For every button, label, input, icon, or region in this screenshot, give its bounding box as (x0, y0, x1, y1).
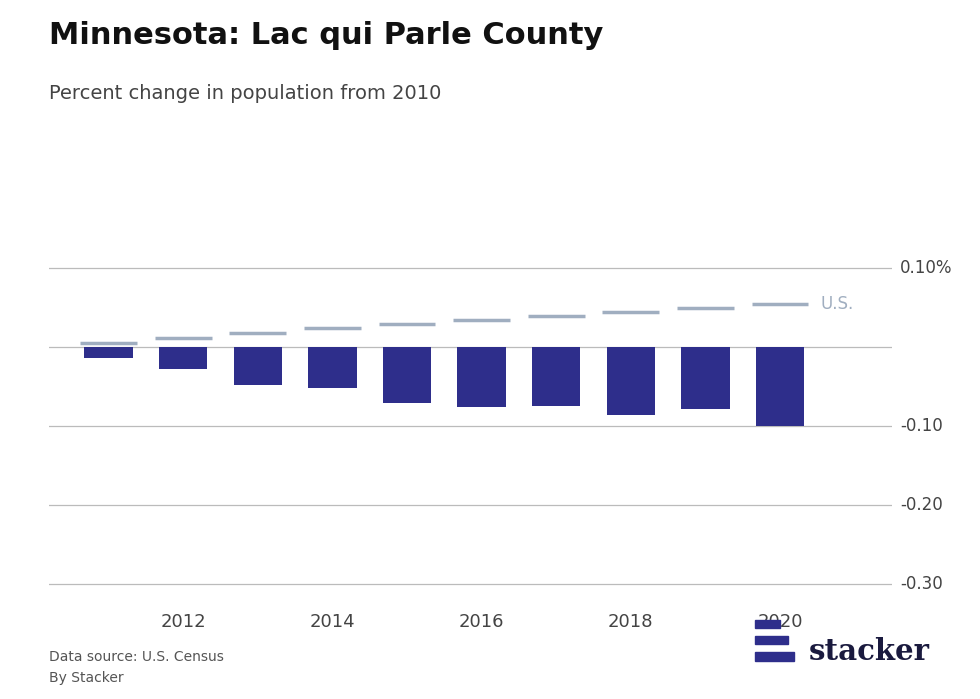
Text: By Stacker: By Stacker (49, 671, 123, 685)
Bar (383, 347, 431, 403)
Text: -0.10: -0.10 (901, 417, 943, 435)
Bar (308, 347, 357, 388)
Bar (458, 347, 506, 408)
Text: Data source: U.S. Census: Data source: U.S. Census (49, 650, 223, 664)
Bar (159, 347, 208, 370)
Bar (532, 347, 580, 406)
Text: Minnesota: Lac qui Parle County: Minnesota: Lac qui Parle County (49, 21, 604, 50)
Bar (756, 347, 805, 426)
Bar (681, 347, 729, 409)
Text: stacker: stacker (808, 637, 929, 666)
Text: U.S.: U.S. (821, 295, 855, 313)
Text: -0.30: -0.30 (901, 575, 943, 593)
Bar (607, 347, 655, 415)
Bar (84, 347, 133, 359)
Bar (233, 347, 282, 384)
Text: Percent change in population from 2010: Percent change in population from 2010 (49, 84, 441, 103)
Text: 0.10%: 0.10% (901, 259, 953, 278)
Text: -0.20: -0.20 (901, 496, 943, 514)
